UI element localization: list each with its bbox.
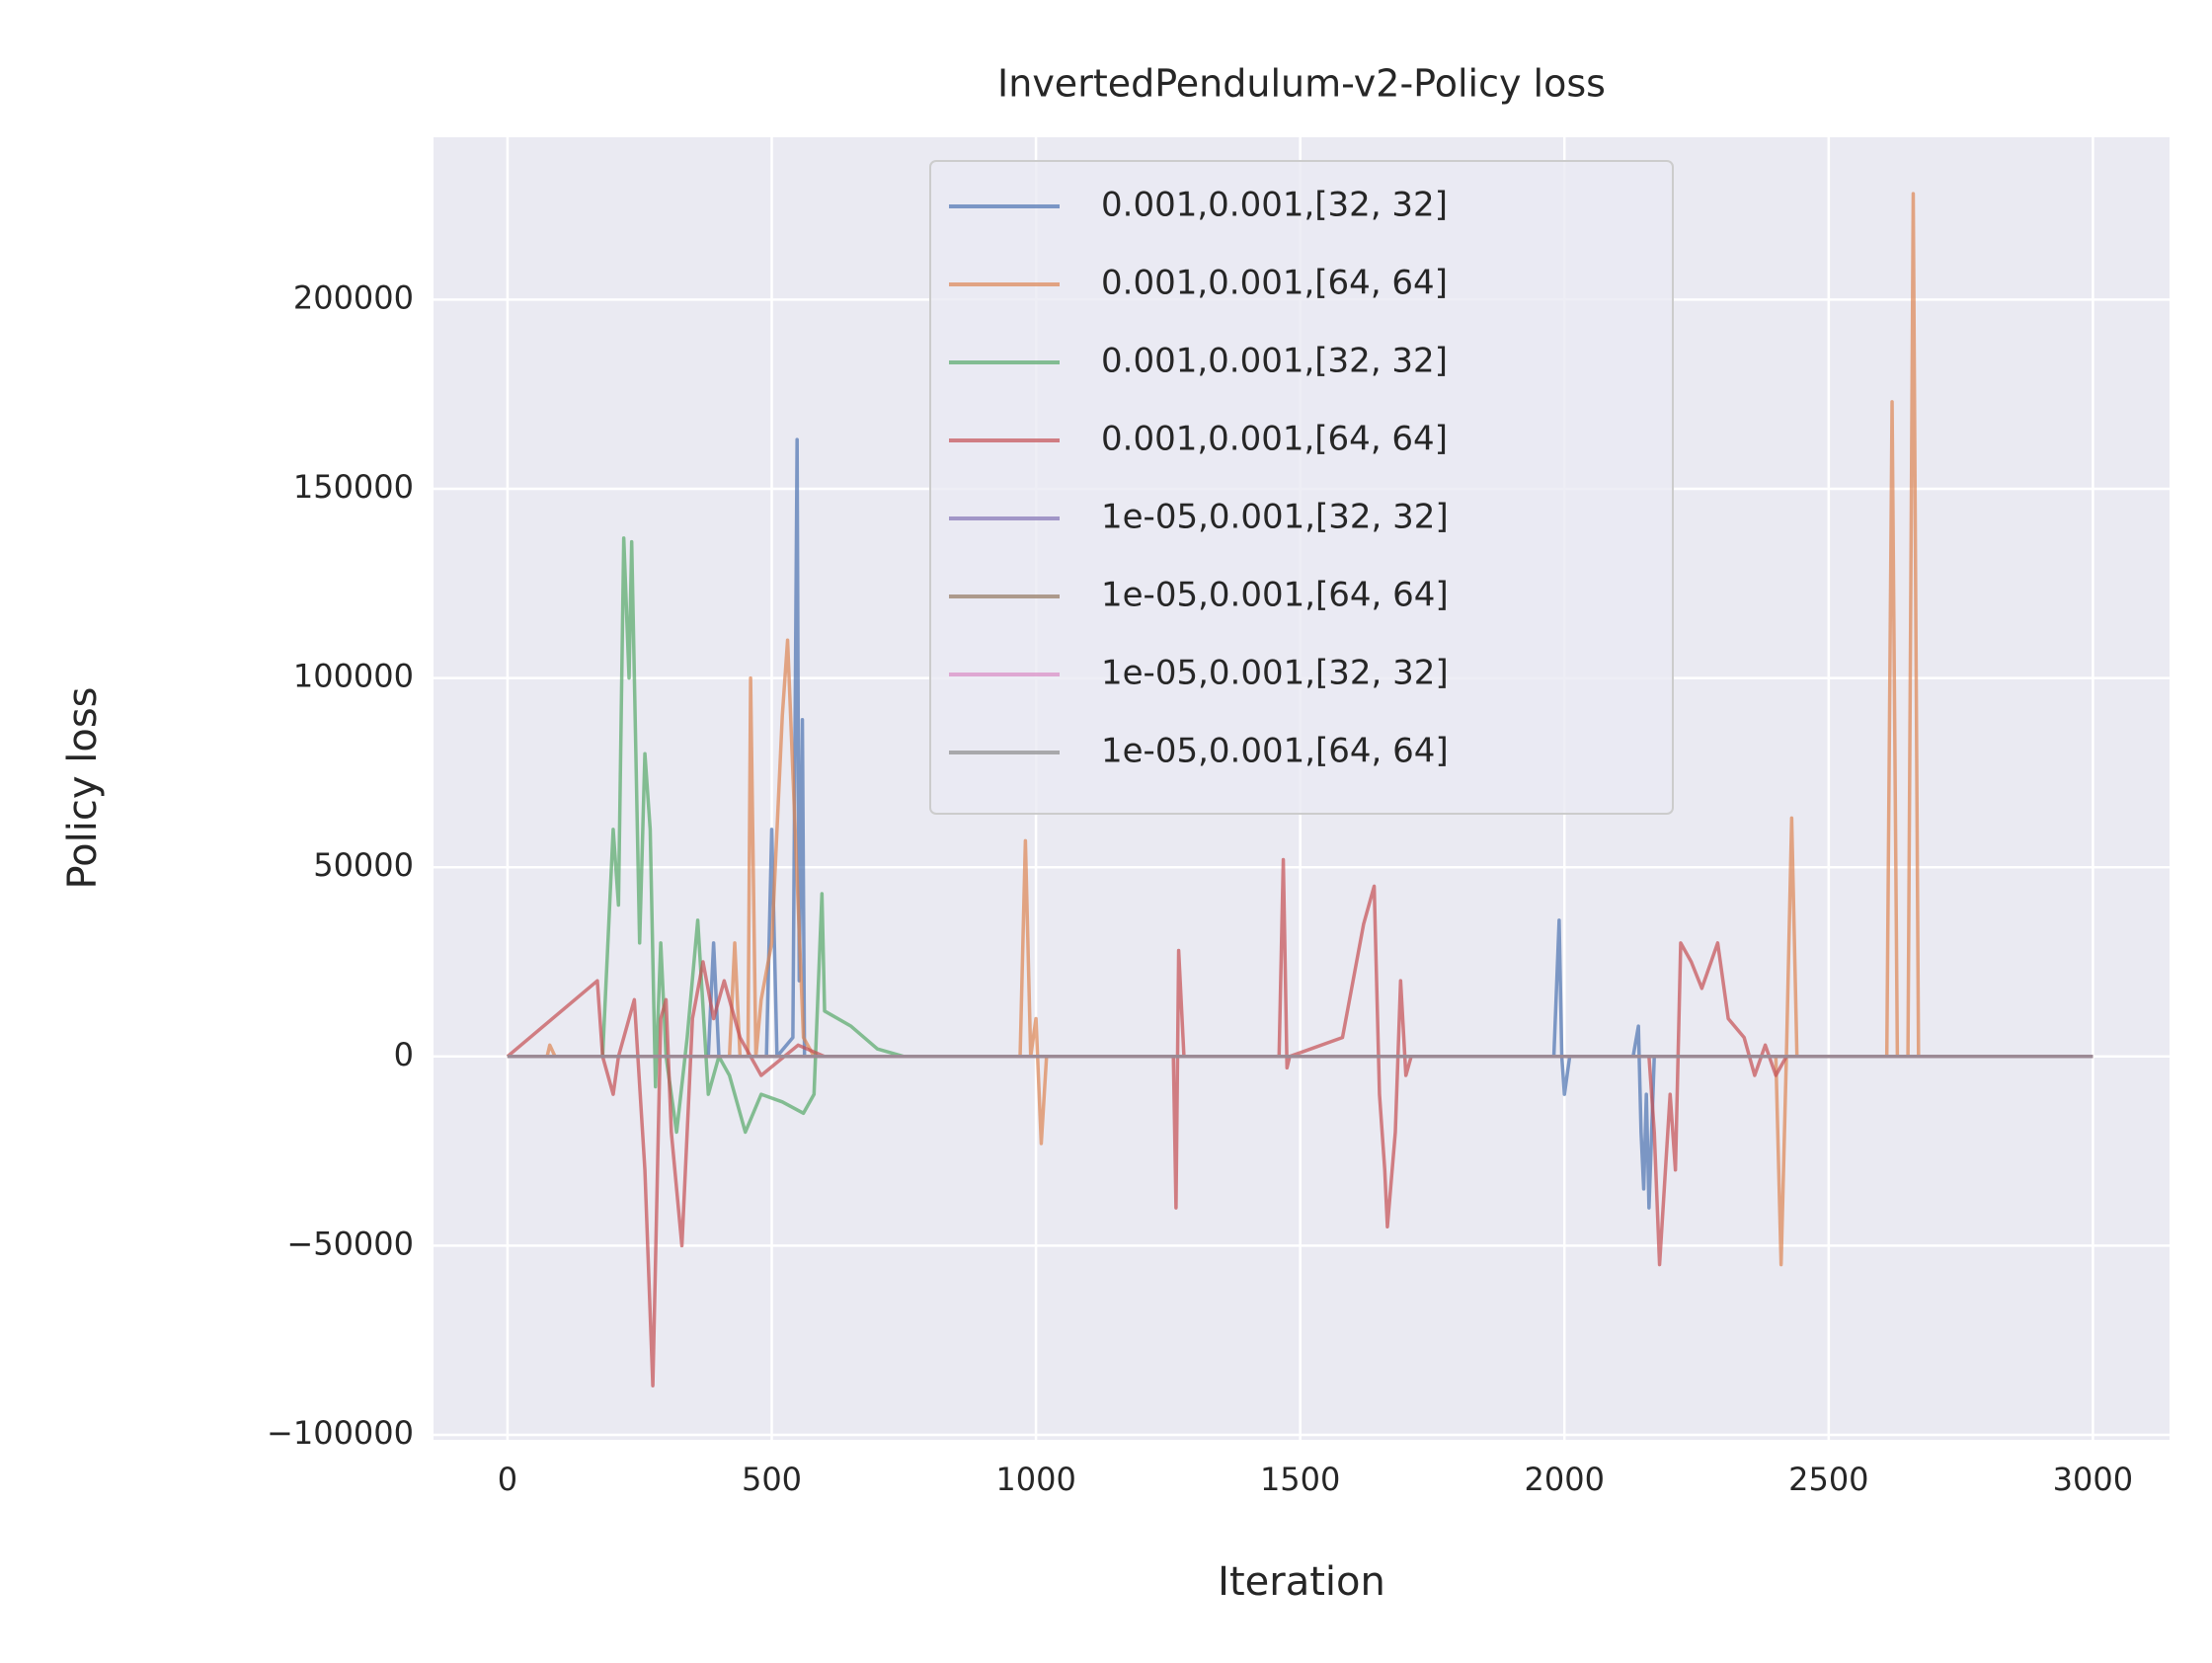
legend-label: 1e-05,0.001,[64, 64] bbox=[1101, 732, 1449, 771]
x-tick-label: 1000 bbox=[995, 1461, 1075, 1498]
y-tick-label: 100000 bbox=[293, 658, 414, 695]
x-tick-label: 0 bbox=[498, 1461, 517, 1498]
x-axis-label: Iteration bbox=[1218, 1559, 1385, 1605]
legend-label: 0.001,0.001,[64, 64] bbox=[1101, 264, 1448, 303]
y-tick-label: −50000 bbox=[286, 1225, 414, 1262]
x-tick-label: 1500 bbox=[1260, 1461, 1340, 1498]
x-tick-label: 500 bbox=[742, 1461, 802, 1498]
y-tick-label: 200000 bbox=[293, 278, 414, 316]
legend-label: 0.001,0.001,[32, 32] bbox=[1101, 342, 1448, 381]
legend: 0.001,0.001,[32, 32] 0.001,0.001,[64, 64]… bbox=[929, 160, 1674, 815]
y-tick-label: 0 bbox=[394, 1036, 414, 1073]
y-tick-label: 50000 bbox=[313, 846, 414, 884]
x-tick-label: 2000 bbox=[1525, 1461, 1605, 1498]
y-axis-label: Policy loss bbox=[60, 686, 106, 889]
data-line bbox=[506, 857, 2094, 1387]
legend-box bbox=[929, 160, 1674, 815]
data-line bbox=[507, 536, 2094, 1135]
legend-label: 0.001,0.001,[32, 32] bbox=[1101, 186, 1448, 225]
y-tick-label: 150000 bbox=[293, 468, 414, 506]
legend-label: 0.001,0.001,[64, 64] bbox=[1101, 420, 1448, 459]
chart-title: InvertedPendulum-v2-Policy loss bbox=[997, 62, 1606, 106]
x-tick-label: 2500 bbox=[1788, 1461, 1868, 1498]
legend-label: 1e-05,0.001,[32, 32] bbox=[1101, 654, 1449, 693]
legend-label: 1e-05,0.001,[64, 64] bbox=[1101, 576, 1449, 615]
legend-label: 1e-05,0.001,[32, 32] bbox=[1101, 498, 1449, 537]
y-tick-label: −100000 bbox=[267, 1414, 414, 1452]
x-tick-label: 3000 bbox=[2053, 1461, 2133, 1498]
